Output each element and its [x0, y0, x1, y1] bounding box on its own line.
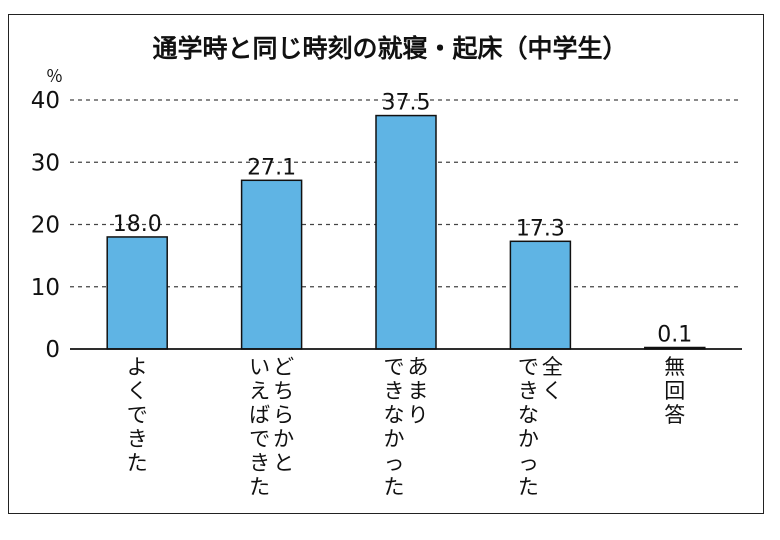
category-label-char: っ — [384, 451, 405, 475]
data-label: 18.0 — [113, 212, 162, 237]
category-label-char: き — [127, 427, 148, 451]
category-label-char: ま — [408, 379, 429, 403]
category-label-char: え — [249, 379, 270, 403]
category-label-char: ち — [273, 379, 294, 403]
y-tick-label: 40 — [31, 88, 60, 114]
y-tick-label: 30 — [31, 150, 60, 176]
chart-frame — [8, 14, 764, 514]
y-tick-label: 0 — [45, 337, 60, 363]
category-label-char: き — [384, 379, 405, 403]
category-label-char: で — [518, 355, 539, 379]
bar — [106, 236, 168, 350]
bar — [509, 240, 572, 350]
category-label-char: で — [384, 355, 405, 379]
category-label-char: か — [518, 427, 539, 451]
category-label-char: い — [249, 355, 270, 379]
bar — [240, 179, 303, 350]
category-label-char: ら — [273, 403, 294, 427]
category-label-char: く — [542, 379, 563, 403]
category-label-char: た — [127, 451, 148, 475]
data-label: 17.3 — [516, 216, 565, 241]
category-label-char: か — [273, 427, 294, 451]
data-label: 37.5 — [382, 91, 431, 116]
category-label-char: な — [384, 403, 405, 427]
category-label-char: り — [408, 403, 429, 427]
category-label-char: き — [518, 379, 539, 403]
category-label-char: か — [384, 427, 405, 451]
category-label-char: た — [249, 475, 270, 499]
y-axis-unit: ％ — [46, 67, 63, 87]
category-label-char: く — [127, 379, 148, 403]
category-label-char: 全 — [542, 355, 563, 379]
category-label-char: と — [273, 451, 294, 475]
chart-title: 通学時と同じ時刻の就寝・起床（中学生） — [152, 34, 627, 63]
category-label-char: き — [249, 451, 270, 475]
category-label-char: で — [127, 403, 148, 427]
y-tick-label: 20 — [31, 213, 60, 239]
category-label-char: で — [249, 427, 270, 451]
category-label-char: あ — [408, 355, 429, 379]
category-label-char: た — [518, 475, 539, 499]
data-labels: 18.0 27.1 37.5 17.3 0.1 — [113, 91, 693, 348]
category-label-char: ど — [273, 355, 294, 379]
category-label-char: 無 — [664, 355, 685, 379]
bars — [106, 114, 706, 350]
y-axis-ticks: 0 10 20 30 40 — [31, 88, 60, 363]
category-label-char: な — [518, 403, 539, 427]
bar — [375, 114, 437, 350]
category-label-char: 回 — [664, 379, 685, 403]
data-label: 27.1 — [247, 155, 296, 180]
category-label-char: っ — [518, 451, 539, 475]
category-label-char: た — [384, 475, 405, 499]
category-label-char: 答 — [664, 403, 685, 427]
category-label-char: よ — [127, 355, 148, 379]
category-label-char: ば — [249, 403, 270, 427]
y-tick-label: 10 — [31, 275, 60, 301]
data-label: 0.1 — [657, 323, 692, 348]
